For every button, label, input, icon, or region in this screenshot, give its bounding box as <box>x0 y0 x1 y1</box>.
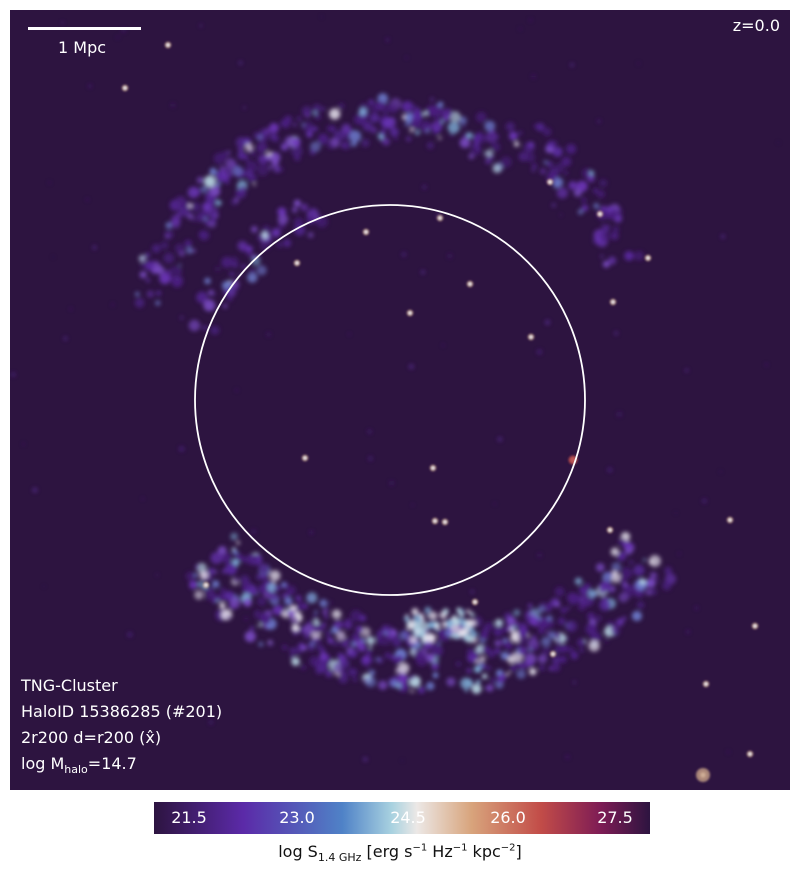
colorbar-tick: 24.5 <box>390 808 426 827</box>
colorbar-label-hz: Hz <box>427 842 453 861</box>
redshift-label: z=0.0 <box>732 16 780 35</box>
halo-info: TNG-Cluster HaloID 15386285 (#201) 2r200… <box>21 678 222 785</box>
colorbar-exp: −1 <box>412 842 428 854</box>
radio-emission-map: 1 Mpc z=0.0 TNG-Cluster HaloID 15386285 … <box>10 10 790 790</box>
halo-mass-subscript: halo <box>64 763 88 777</box>
colorbar: 21.5 23.0 24.5 26.0 27.5 <box>154 802 650 834</box>
colorbar-tick: 21.5 <box>171 808 207 827</box>
colorbar-label-prefix: log S <box>278 842 318 861</box>
colorbar-exp: −2 <box>500 842 516 854</box>
scale-bar-label: 1 Mpc <box>58 38 107 57</box>
compact-sources <box>121 41 759 782</box>
halo-mass-prefix: log M <box>21 754 65 773</box>
emission-layer <box>11 16 780 782</box>
colorbar-label-subscript: 1.4 GHz <box>317 851 362 865</box>
colorbar-label-kpc: kpc <box>467 842 501 861</box>
diffuse-emission <box>11 16 780 776</box>
halo-mass-value: =14.7 <box>87 754 137 773</box>
colorbar-label-close: ] <box>515 842 522 861</box>
colorbar-label: log S1.4 GHz [erg s−1 Hz−1 kpc−2] <box>0 842 800 864</box>
colorbar-tick: 23.0 <box>279 808 315 827</box>
colorbar-tick: 26.0 <box>490 808 526 827</box>
r200-circle <box>194 204 586 596</box>
simulation-name: TNG-Cluster <box>21 676 118 695</box>
colorbar-tick: 27.5 <box>597 808 633 827</box>
projection-info: 2r200 d=r200 (x̂) <box>21 728 162 747</box>
halo-id: HaloID 15386285 (#201) <box>21 702 223 721</box>
colorbar-exp: −1 <box>452 842 468 854</box>
colorbar-label-unit: [erg s <box>361 842 413 861</box>
halo-mass: log Mhalo=14.7 <box>21 754 222 777</box>
scale-bar <box>28 27 141 30</box>
